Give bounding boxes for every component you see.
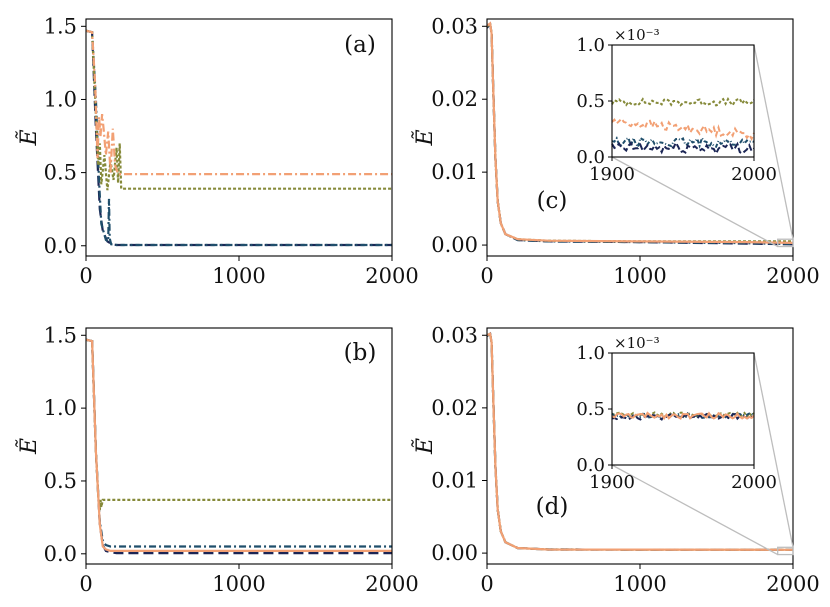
- y-tick-label: 0.01: [431, 468, 478, 492]
- inset-x-tick-label: 2000: [731, 472, 777, 493]
- inset-scale-label: ×10⁻³: [614, 26, 660, 44]
- y-tick-label: 0.03: [431, 323, 478, 347]
- zoom-connector: [753, 44, 794, 240]
- inset-series-line-olive-dotted: [611, 96, 755, 107]
- inset-c: 1900 2000 0.0 0.5 1.0 ×10⁻³: [576, 26, 777, 185]
- x-tick-label: 0: [480, 572, 493, 596]
- series-line-navy-dashed: [86, 29, 392, 247]
- inset-background: [612, 353, 754, 465]
- inset-series-line-navy-dashed: [611, 140, 755, 156]
- series-line-teal-dashdot: [86, 338, 392, 548]
- y-tick-label: 0.5: [44, 469, 77, 493]
- x-tick-label: 2000: [766, 264, 819, 288]
- x-tick-label: 0: [480, 264, 493, 288]
- panel-b: 0 1000 2000 0.0 0.5 1.0 1.5 Ẽ (b): [14, 323, 419, 596]
- series-line-navy-dashed: [86, 338, 392, 555]
- y-tick-label: 0.0: [44, 234, 77, 258]
- inset-series-line-salmon-solid: [611, 117, 755, 141]
- x-tick-label: 2000: [365, 264, 418, 288]
- y-tick-label: 1.0: [44, 87, 77, 111]
- panel-a: 0 1000 2000 0.0 0.5 1.0 1.5 Ẽ (a): [14, 14, 419, 288]
- inset-y-tick-label: 0.0: [576, 455, 605, 476]
- y-axis-label: Ẽ: [410, 438, 438, 455]
- inset-d: 1900 2000 0.0 0.5 1.0 ×10⁻³: [576, 334, 777, 493]
- y-axis-label: Ẽ: [410, 129, 438, 146]
- y-tick-label: 0.03: [431, 14, 478, 38]
- series-line-salmon-solid: [487, 332, 793, 551]
- inset-y-tick-label: 1.0: [576, 343, 605, 364]
- panel-label: (c): [537, 188, 568, 214]
- inset-x-tick-label: 1900: [589, 164, 635, 185]
- panel-label: (d): [536, 494, 569, 520]
- x-tick-label: 2000: [365, 572, 418, 596]
- y-tick-label: 1.5: [44, 14, 77, 38]
- x-tick-label: 2000: [766, 572, 819, 596]
- y-tick-label: 0.0: [44, 542, 77, 566]
- x-tick-label: 0: [79, 572, 92, 596]
- inset-series-line-navy-dashed: [611, 412, 755, 421]
- series-line-salmon-dashdot: [86, 29, 392, 176]
- inset-y-tick-label: 1.0: [576, 35, 605, 56]
- x-tick-label: 1000: [212, 572, 265, 596]
- series-line-teal-dashdot: [86, 29, 392, 247]
- y-tick-label: 0.00: [431, 541, 478, 565]
- inset-x-tick-label: 2000: [731, 164, 777, 185]
- y-tick-label: 1.0: [44, 396, 77, 420]
- y-tick-label: 0.01: [431, 160, 478, 184]
- x-tick-label: 1000: [212, 264, 265, 288]
- y-tick-label: 0.00: [431, 233, 478, 257]
- series-line-salmon-solid: [487, 21, 793, 244]
- panel-c: 0 1000 2000 0.00 0.01 0.02 0.03 Ẽ (c) 1900 2000 0.0…: [410, 14, 820, 288]
- zoom-box: [777, 238, 794, 248]
- y-tick-label: 0.02: [431, 396, 478, 420]
- zoom-box: [777, 546, 794, 556]
- panel-label: (a): [344, 32, 376, 58]
- panel-d: 0 1000 2000 0.00 0.01 0.02 0.03 Ẽ (d) 1900 2000 0.0…: [410, 323, 820, 596]
- y-axis-label: Ẽ: [14, 129, 42, 146]
- inset-y-tick-label: 0.5: [576, 91, 605, 112]
- y-tick-label: 0.5: [44, 161, 77, 185]
- y-tick-label: 1.5: [44, 323, 77, 347]
- series-line-salmon-solid: [86, 338, 392, 553]
- inset-scale-label: ×10⁻³: [614, 334, 660, 352]
- x-tick-label: 0: [79, 264, 92, 288]
- zoom-connector: [753, 352, 794, 548]
- series-line-olive-dotted: [86, 29, 392, 191]
- inset-series-line-salmon-solid: [611, 411, 755, 421]
- x-tick-label: 1000: [613, 572, 666, 596]
- inset-y-tick-label: 0.0: [576, 147, 605, 168]
- inset-series-line-teal-dashdot: [611, 135, 755, 151]
- inset-x-tick-label: 1900: [589, 472, 635, 493]
- zoom-connector: [611, 464, 779, 556]
- y-tick-label: 0.02: [431, 87, 478, 111]
- panel-label: (b): [344, 340, 377, 366]
- x-tick-label: 1000: [613, 264, 666, 288]
- y-axis-label: Ẽ: [14, 438, 42, 455]
- zoom-connector: [611, 156, 779, 248]
- inset-y-tick-label: 0.5: [576, 399, 605, 420]
